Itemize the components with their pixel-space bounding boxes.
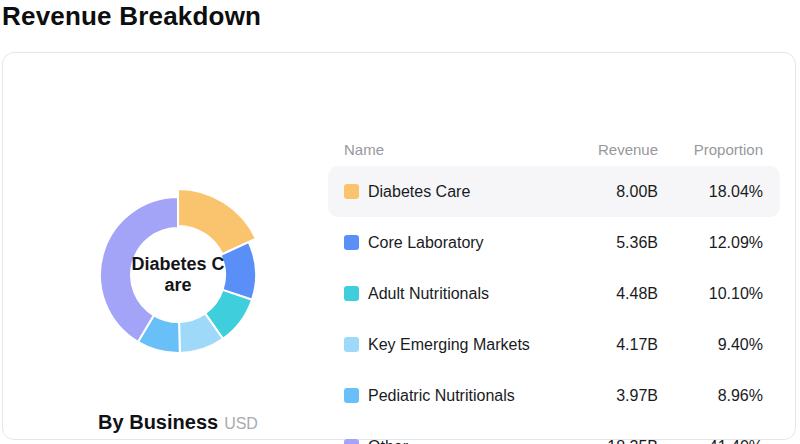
table-cell-name: Adult Nutritionals	[344, 285, 543, 303]
series-name: Other	[368, 438, 408, 444]
series-name: Core Laboratory	[368, 234, 484, 252]
table-row-adult-nutritionals[interactable]: Adult Nutritionals 4.48B 10.10%	[328, 268, 780, 319]
series-name: Diabetes Care	[368, 183, 470, 201]
table-cell-proportion: 9.40%	[658, 336, 763, 354]
table-cell-revenue: 18.35B	[543, 438, 658, 444]
series-color-swatch	[344, 337, 359, 352]
series-color-swatch	[344, 286, 359, 301]
series-name: Adult Nutritionals	[368, 285, 489, 303]
table-cell-revenue: 3.97B	[543, 387, 658, 405]
series-color-swatch	[344, 388, 359, 403]
table-row-core-laboratory[interactable]: Core Laboratory 5.36B 12.09%	[328, 217, 780, 268]
series-name: Pediatric Nutritionals	[368, 387, 515, 405]
table-cell-revenue: 4.17B	[543, 336, 658, 354]
table-cell-revenue: 4.48B	[543, 285, 658, 303]
table-row-other[interactable]: Other 18.35B 41.40%	[328, 421, 780, 444]
table-cell-revenue: 8.00B	[543, 183, 658, 201]
table-cell-name: Pediatric Nutritionals	[344, 387, 543, 405]
table-row-diabetes-care[interactable]: Diabetes Care 8.00B 18.04%	[328, 166, 780, 217]
series-name: Key Emerging Markets	[368, 336, 530, 354]
page-title: Revenue Breakdown	[2, 1, 261, 32]
table-row-pediatric-nutritionals[interactable]: Pediatric Nutritionals 3.97B 8.96%	[328, 370, 780, 421]
donut-chart-svg	[78, 175, 278, 375]
chart-unit-label: USD	[224, 415, 258, 432]
table-cell-revenue: 5.36B	[543, 234, 658, 252]
donut-chart	[78, 175, 278, 375]
legend-table: Name Revenue Proportion Diabetes Care 8.…	[328, 139, 780, 444]
column-header-name: Name	[344, 141, 543, 158]
chart-subtitle-text: By Business	[98, 411, 218, 433]
table-cell-name: Diabetes Care	[344, 183, 543, 201]
legend-table-body: Diabetes Care 8.00B 18.04% Core Laborato…	[328, 166, 780, 444]
table-cell-proportion: 18.04%	[658, 183, 763, 201]
table-cell-name: Key Emerging Markets	[344, 336, 543, 354]
column-header-revenue: Revenue	[543, 141, 658, 158]
series-color-swatch	[344, 184, 359, 199]
table-cell-name: Other	[344, 438, 543, 444]
series-color-swatch	[344, 235, 359, 250]
table-cell-proportion: 41.40%	[658, 438, 763, 444]
column-header-proportion: Proportion	[658, 141, 763, 158]
revenue-breakdown-card: Diabetes C are By BusinessUSD Name Reven…	[2, 52, 796, 440]
table-cell-name: Core Laboratory	[344, 234, 543, 252]
series-color-swatch	[344, 439, 359, 444]
table-row-key-emerging-markets[interactable]: Key Emerging Markets 4.17B 9.40%	[328, 319, 780, 370]
table-cell-proportion: 8.96%	[658, 387, 763, 405]
chart-subtitle: By Business USD	[28, 411, 328, 434]
table-cell-proportion: 10.10%	[658, 285, 763, 303]
legend-table-header: Name Revenue Proportion	[328, 139, 780, 159]
table-cell-proportion: 12.09%	[658, 234, 763, 252]
